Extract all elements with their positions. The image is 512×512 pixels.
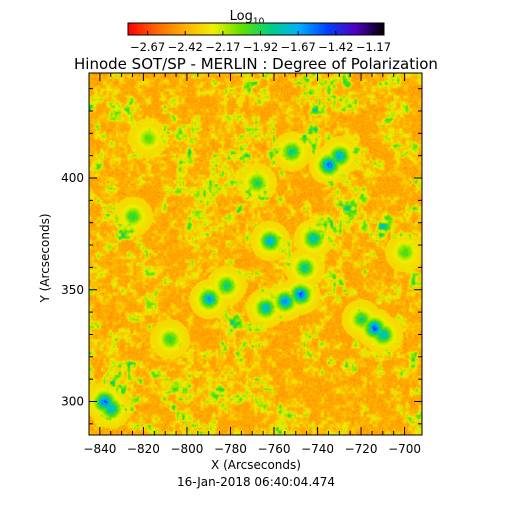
x-tick-label: −700 (388, 442, 421, 456)
y-tick-label: 400 (61, 171, 84, 185)
colorbar-tick-label: −1.42 (318, 40, 353, 54)
colorbar-gradient (128, 23, 384, 35)
chart-title: Hinode SOT/SP - MERLIN : Degree of Polar… (74, 55, 438, 73)
colorbar-tick-label: −2.67 (130, 40, 165, 54)
x-tick-label: −780 (214, 442, 247, 456)
colorbar-tick-label: −2.42 (168, 40, 203, 54)
x-axis-label: X (Arcseconds) (211, 458, 301, 472)
footer-timestamp: 16-Jan-2018 06:40:04.474 (177, 475, 335, 489)
colorbar-frame (127, 22, 385, 36)
colorbar-ticks: −2.67 −2.42 −2.17 −1.92 −1.67 −1.42 −1.17 (130, 31, 391, 54)
y-tick-label: 350 (61, 283, 84, 297)
plot-frame (88, 72, 423, 436)
colorbar-tick-label: −1.17 (356, 40, 391, 54)
y-axis-label: Y (Arcseconds) (38, 213, 52, 303)
x-tick-label: −820 (127, 442, 160, 456)
x-tick-label: −740 (301, 442, 334, 456)
y-axis-ticks: 300 350 400 (61, 88, 422, 425)
colorbar (127, 22, 385, 36)
x-tick-label: −800 (170, 442, 203, 456)
y-tick-label: 300 (61, 394, 84, 408)
colorbar-tick-label: −1.92 (243, 40, 278, 54)
x-tick-label: −840 (83, 442, 116, 456)
heatmap-image (89, 73, 422, 435)
colorbar-tick-label: −1.67 (281, 40, 316, 54)
x-axis-ticks: −840 −820 −800 −780 −760 −740 −720 −700 (83, 73, 421, 456)
x-tick-label: −720 (345, 442, 378, 456)
colorbar-tick-label: −2.17 (205, 40, 240, 54)
x-tick-label: −760 (258, 442, 291, 456)
colorbar-label: Log10 (230, 9, 265, 27)
